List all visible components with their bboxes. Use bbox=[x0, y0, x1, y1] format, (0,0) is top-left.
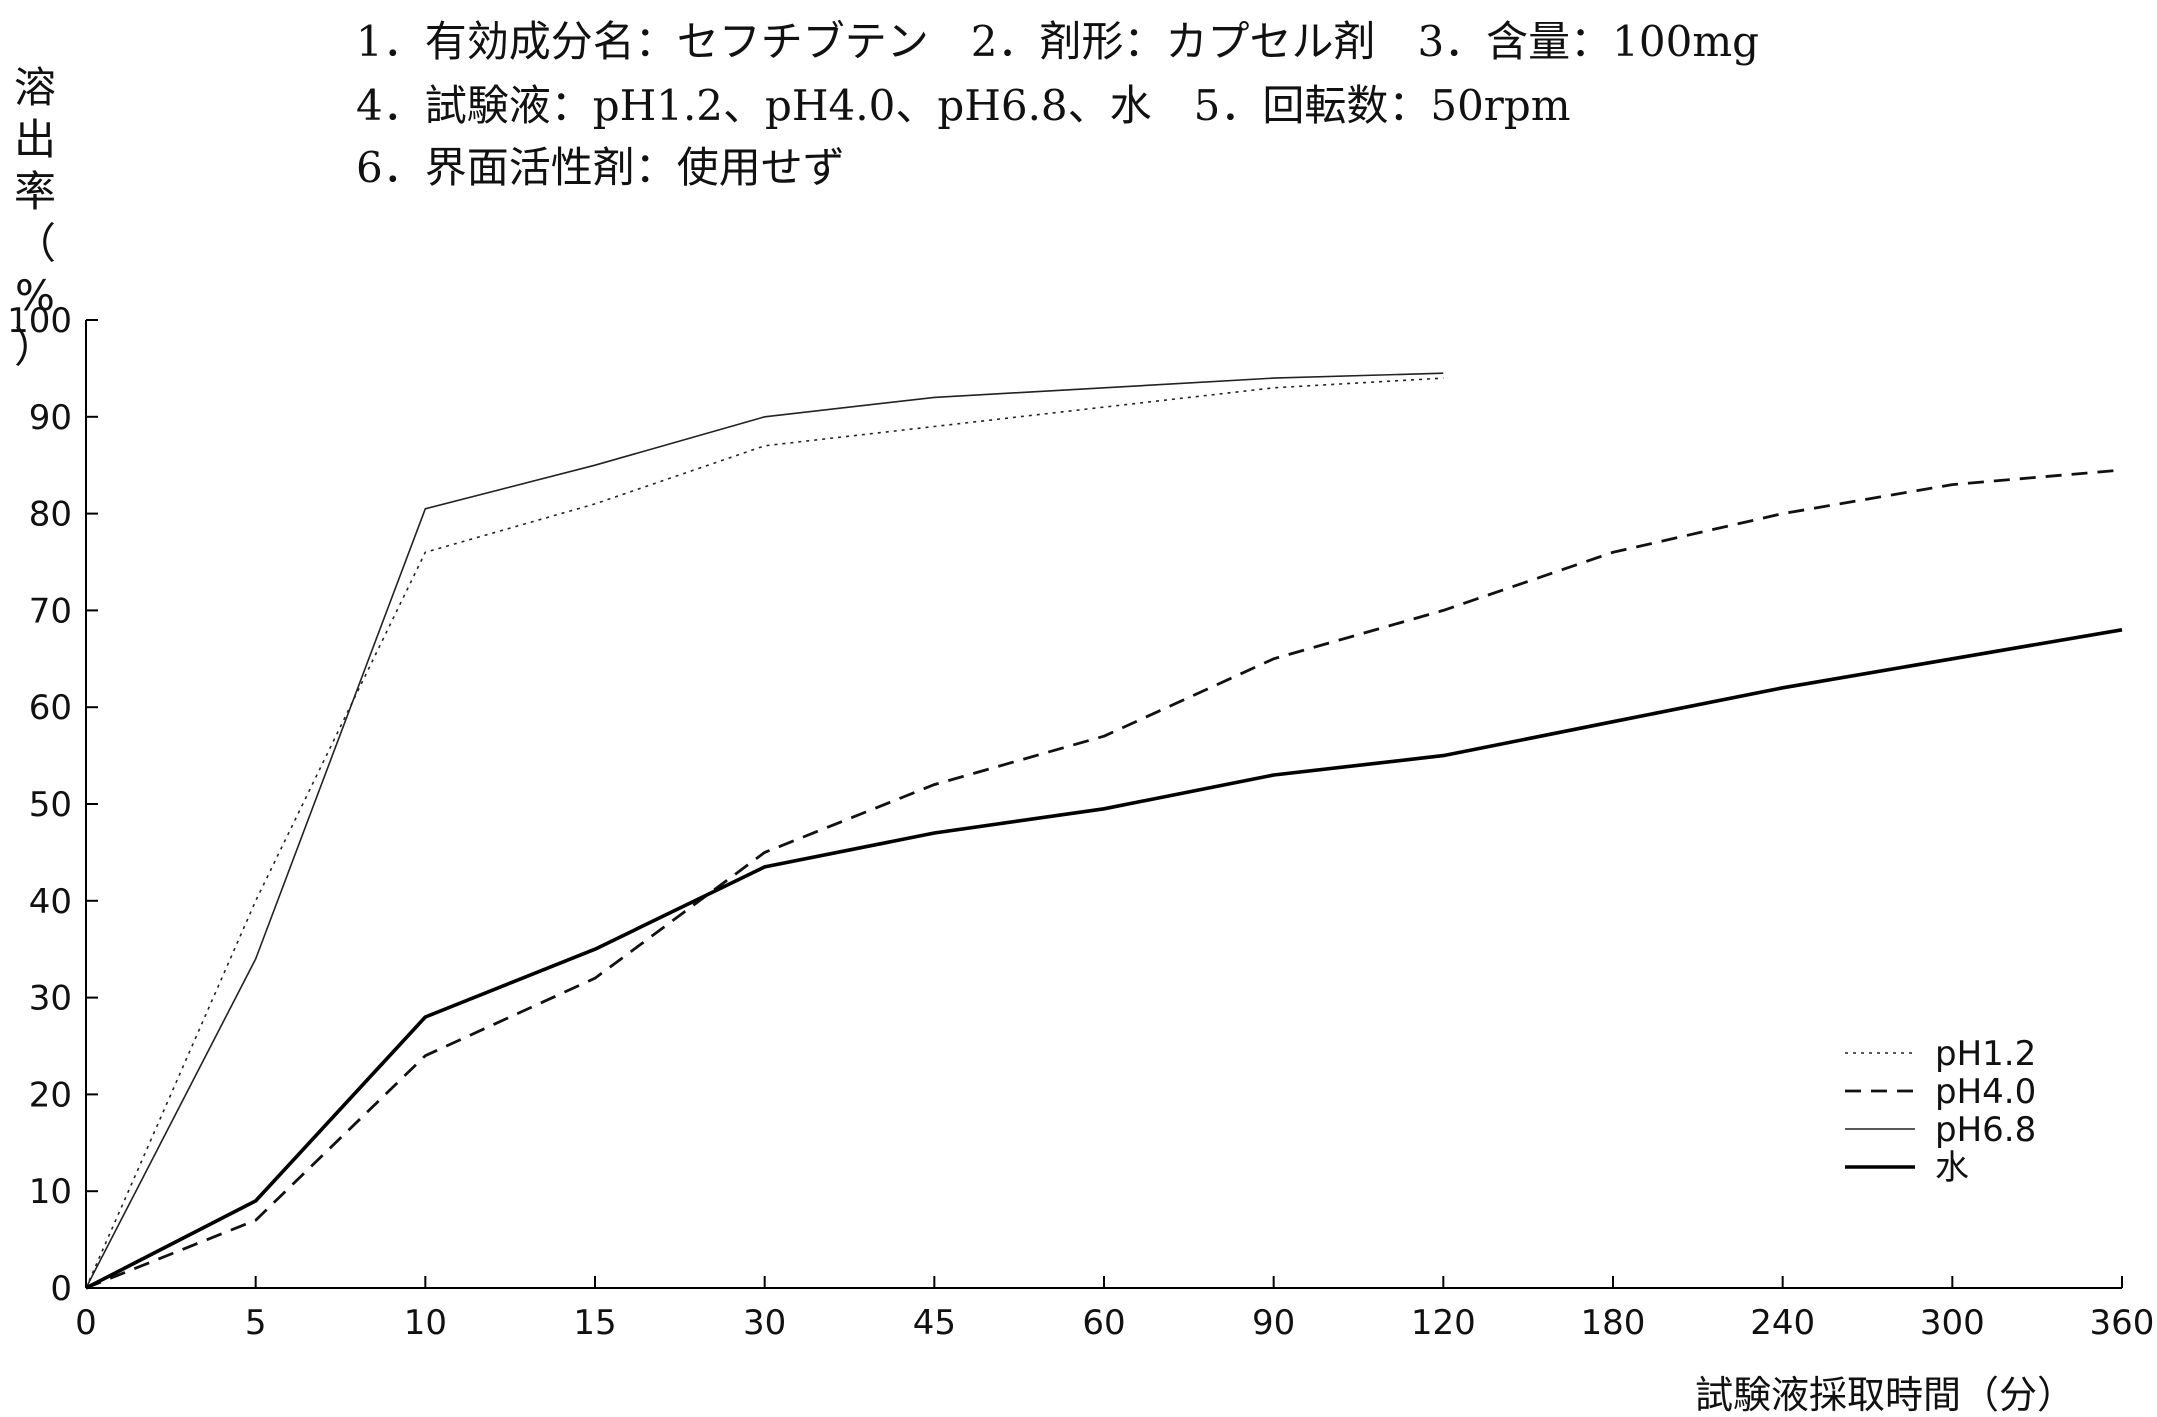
x-tick-label: 90 bbox=[1252, 1303, 1295, 1343]
legend-label: pH6.8 bbox=[1935, 1110, 2036, 1150]
x-tick-label: 0 bbox=[75, 1303, 97, 1343]
x-tick-label: 5 bbox=[245, 1303, 267, 1343]
y-tick-label: 10 bbox=[29, 1172, 72, 1212]
header-line-1: 1．有効成分名：セフチブテン 2．剤形：カプセル剤 3．含量：100mg bbox=[356, 17, 1760, 66]
x-tick-label: 300 bbox=[1920, 1303, 1985, 1343]
y-tick-label: 30 bbox=[29, 979, 72, 1019]
legend-label: pH1.2 bbox=[1935, 1034, 2036, 1074]
series-lines bbox=[85, 372, 2123, 1290]
y-tick-label: 90 bbox=[29, 398, 72, 438]
y-tick-label: 100 bbox=[7, 301, 72, 341]
x-tick-label: 30 bbox=[743, 1303, 786, 1343]
y-tick-label: 70 bbox=[29, 591, 72, 631]
header-line-3: 6．界面活性剤：使用せず bbox=[356, 143, 845, 192]
header-line-2: 4．試験液：pH1.2、pH4.0、pH6.8、水 5．回転数：50rpm bbox=[356, 81, 1571, 130]
series-line-水 bbox=[85, 628, 2123, 1290]
legend-label: 水 bbox=[1935, 1148, 1969, 1188]
series-line-pH6.8 bbox=[85, 372, 1444, 1289]
y-tick-label: 50 bbox=[29, 785, 72, 825]
y-tick-label: 60 bbox=[29, 688, 72, 728]
y-axis-label: 溶出率（%） bbox=[13, 63, 56, 372]
y-tick-label: 0 bbox=[50, 1269, 72, 1309]
legend-label: pH4.0 bbox=[1935, 1072, 2036, 1112]
series-line-pH4.0 bbox=[85, 468, 2123, 1290]
x-tick-label: 240 bbox=[1750, 1303, 1815, 1343]
x-tick-label: 180 bbox=[1581, 1303, 1646, 1343]
x-tick-label: 120 bbox=[1411, 1303, 1476, 1343]
axes: 0 10 20 30 40 50 60 70 80 90 100 0 5 10 15 30 45 60 90 120 1… bbox=[7, 301, 2154, 1343]
y-tick-label: 80 bbox=[29, 495, 72, 535]
x-axis-label: 試験液採取時間（分） bbox=[1695, 1373, 2075, 1417]
series-line-pH1.2 bbox=[85, 377, 1444, 1289]
x-tick-label: 45 bbox=[913, 1303, 956, 1343]
x-tick-label: 360 bbox=[2090, 1303, 2155, 1343]
y-tick-label: 40 bbox=[29, 882, 72, 922]
x-tick-label: 15 bbox=[573, 1303, 616, 1343]
x-tick-label: 60 bbox=[1082, 1303, 1125, 1343]
x-tick-label: 10 bbox=[404, 1303, 447, 1343]
y-tick-label: 20 bbox=[29, 1075, 72, 1115]
